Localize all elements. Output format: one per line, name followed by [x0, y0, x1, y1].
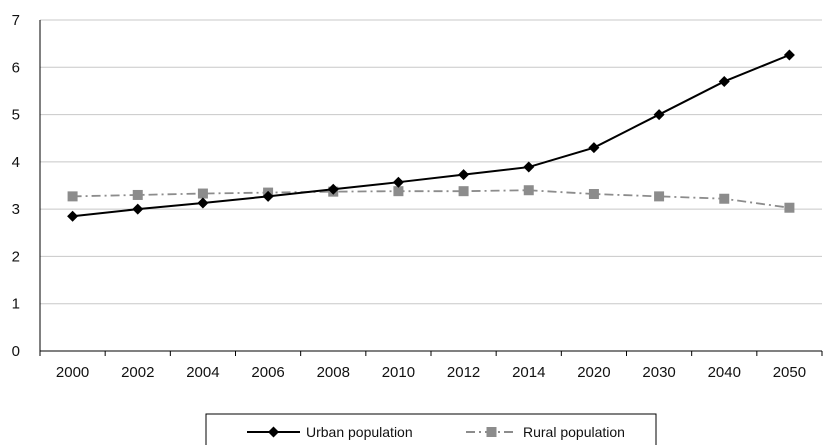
data-point [67, 210, 79, 222]
series-rural [67, 185, 795, 213]
series-group [67, 49, 795, 222]
data-point [458, 186, 469, 197]
x-tick-label: 2030 [642, 364, 675, 381]
x-tick-label: 2020 [577, 364, 610, 381]
data-point [197, 188, 208, 199]
data-point [783, 49, 795, 61]
y-tick-label: 7 [12, 12, 20, 29]
series-line [72, 189, 790, 209]
data-point [719, 193, 730, 204]
x-tick-label: 2004 [186, 364, 219, 381]
data-point [654, 191, 665, 202]
data-point [262, 190, 274, 202]
x-tick-label: 2008 [317, 364, 350, 381]
y-tick-label: 5 [12, 107, 20, 124]
gridlines [40, 19, 822, 305]
data-point [784, 202, 795, 213]
data-point [197, 197, 209, 209]
y-tick-label: 3 [12, 201, 20, 218]
legend-marker [486, 427, 497, 437]
series-line [72, 54, 790, 218]
data-point [653, 109, 665, 121]
y-tick-label: 1 [12, 296, 20, 313]
x-tick-label: 2010 [382, 364, 415, 381]
legend-item-urban: Urban population [247, 424, 413, 440]
x-tick-label: 2006 [251, 364, 284, 381]
y-tick-label: 6 [12, 59, 20, 76]
legend-marker [268, 426, 279, 438]
y-tick-label: 4 [12, 154, 20, 171]
data-point [132, 189, 143, 200]
legend-label: Rural population [523, 424, 625, 440]
data-point [393, 186, 404, 197]
y-axis-tick-labels: 0 1 2 3 4 5 6 7 [12, 12, 20, 360]
data-point [458, 169, 470, 181]
x-tick-label: 2040 [708, 364, 741, 381]
data-point [132, 203, 144, 215]
legend: Urban population Rural population [205, 413, 657, 445]
legend-item-rural: Rural population [466, 424, 625, 440]
x-axis: 2000 2002 2004 2006 2008 2010 2012 2014 2020 2030… [39, 20, 823, 381]
y-tick-label: 2 [12, 248, 20, 265]
data-point [718, 75, 730, 87]
series-urban [67, 49, 795, 222]
data-point [523, 161, 535, 173]
data-point [588, 189, 599, 200]
legend-box [205, 413, 657, 445]
data-point [523, 185, 534, 196]
data-point [588, 142, 600, 154]
data-point [327, 183, 339, 195]
x-tick-label: 2002 [121, 364, 154, 381]
x-tick-label: 2014 [512, 364, 545, 381]
x-tick-label: 2050 [773, 364, 806, 381]
x-tick-label: 2012 [447, 364, 480, 381]
y-tick-label: 0 [12, 343, 20, 360]
data-point [67, 191, 78, 202]
x-tick-label: 2000 [56, 364, 89, 381]
data-point [392, 176, 404, 188]
legend-label: Urban population [306, 424, 413, 440]
